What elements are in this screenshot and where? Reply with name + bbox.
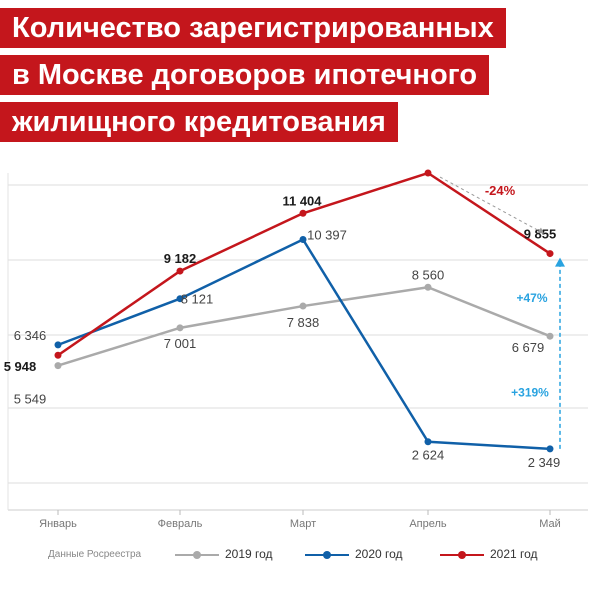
legend-2021: 2021 год: [440, 547, 538, 561]
legend-swatch-2019: [175, 549, 219, 561]
legend-swatch-2020: [305, 549, 349, 561]
x-tick-label: Апрель: [409, 518, 447, 530]
annotation-growth-2019: +47%: [516, 291, 547, 305]
data-point: [546, 332, 554, 340]
legend-swatch-2021: [440, 549, 484, 561]
data-label: 9 182: [164, 251, 197, 266]
decline-arrow-head: [537, 227, 544, 234]
growth-arrow-head: [555, 257, 565, 267]
x-tick-label: Март: [290, 518, 316, 530]
data-point: [299, 209, 307, 217]
data-label: 7 001: [164, 336, 197, 351]
data-point: [176, 324, 184, 332]
data-label: 10 397: [307, 227, 347, 242]
legend-2020: 2020 год: [305, 547, 403, 561]
source-note: Данные Росреестра: [48, 549, 142, 560]
data-point: [546, 445, 554, 453]
data-label: 8 121: [181, 292, 214, 307]
data-point: [424, 283, 432, 291]
data-label: 7 838: [287, 315, 320, 330]
annotation-growth-2020: +319%: [511, 386, 549, 400]
x-tick-label: Май: [539, 518, 561, 530]
title-line-1: Количество зарегистрированных: [0, 8, 506, 48]
x-tick-label: Январь: [39, 518, 77, 530]
data-label: 6 679: [512, 340, 545, 355]
line-chart: Январь Февраль Март Апрель Май 5 549 7 001 7 83…: [4, 165, 588, 530]
data-point: [54, 341, 62, 349]
data-label: 8 560: [412, 267, 445, 282]
legend-2019: 2019 год: [175, 547, 273, 561]
x-tick-label: Февраль: [158, 518, 203, 530]
data-point: [54, 362, 62, 370]
data-label: 9 855: [524, 227, 557, 242]
data-point: [176, 267, 184, 275]
title-line-3: жилищного кредитования: [0, 102, 398, 142]
data-label: 11 404: [282, 193, 322, 208]
data-point: [546, 250, 554, 258]
data-label: 2 624: [412, 448, 445, 463]
data-point: [176, 295, 184, 303]
legend-label-2021: 2021 год: [490, 547, 538, 561]
data-point: [299, 302, 307, 310]
data-label: 5 948: [4, 359, 37, 374]
data-label: 6 346: [14, 328, 47, 343]
data-point: [54, 351, 62, 359]
decline-arrow: [439, 176, 545, 235]
data-point: [299, 235, 307, 243]
data-point: [424, 438, 432, 446]
data-label: 12 951: [408, 165, 448, 168]
data-label: 2 349: [528, 455, 561, 470]
annotation-decline: -24%: [485, 183, 516, 198]
data-point: [424, 169, 432, 177]
data-label: 5 549: [14, 392, 47, 407]
legend-label-2020: 2020 год: [355, 547, 403, 561]
title-line-2: в Москве договоров ипотечного: [0, 55, 490, 95]
chart-footer: Данные Росреестра 2019 год 2020 год 2021…: [0, 545, 590, 569]
legend-label-2019: 2019 год: [225, 547, 273, 561]
series-line-2020 год: [57, 238, 551, 451]
